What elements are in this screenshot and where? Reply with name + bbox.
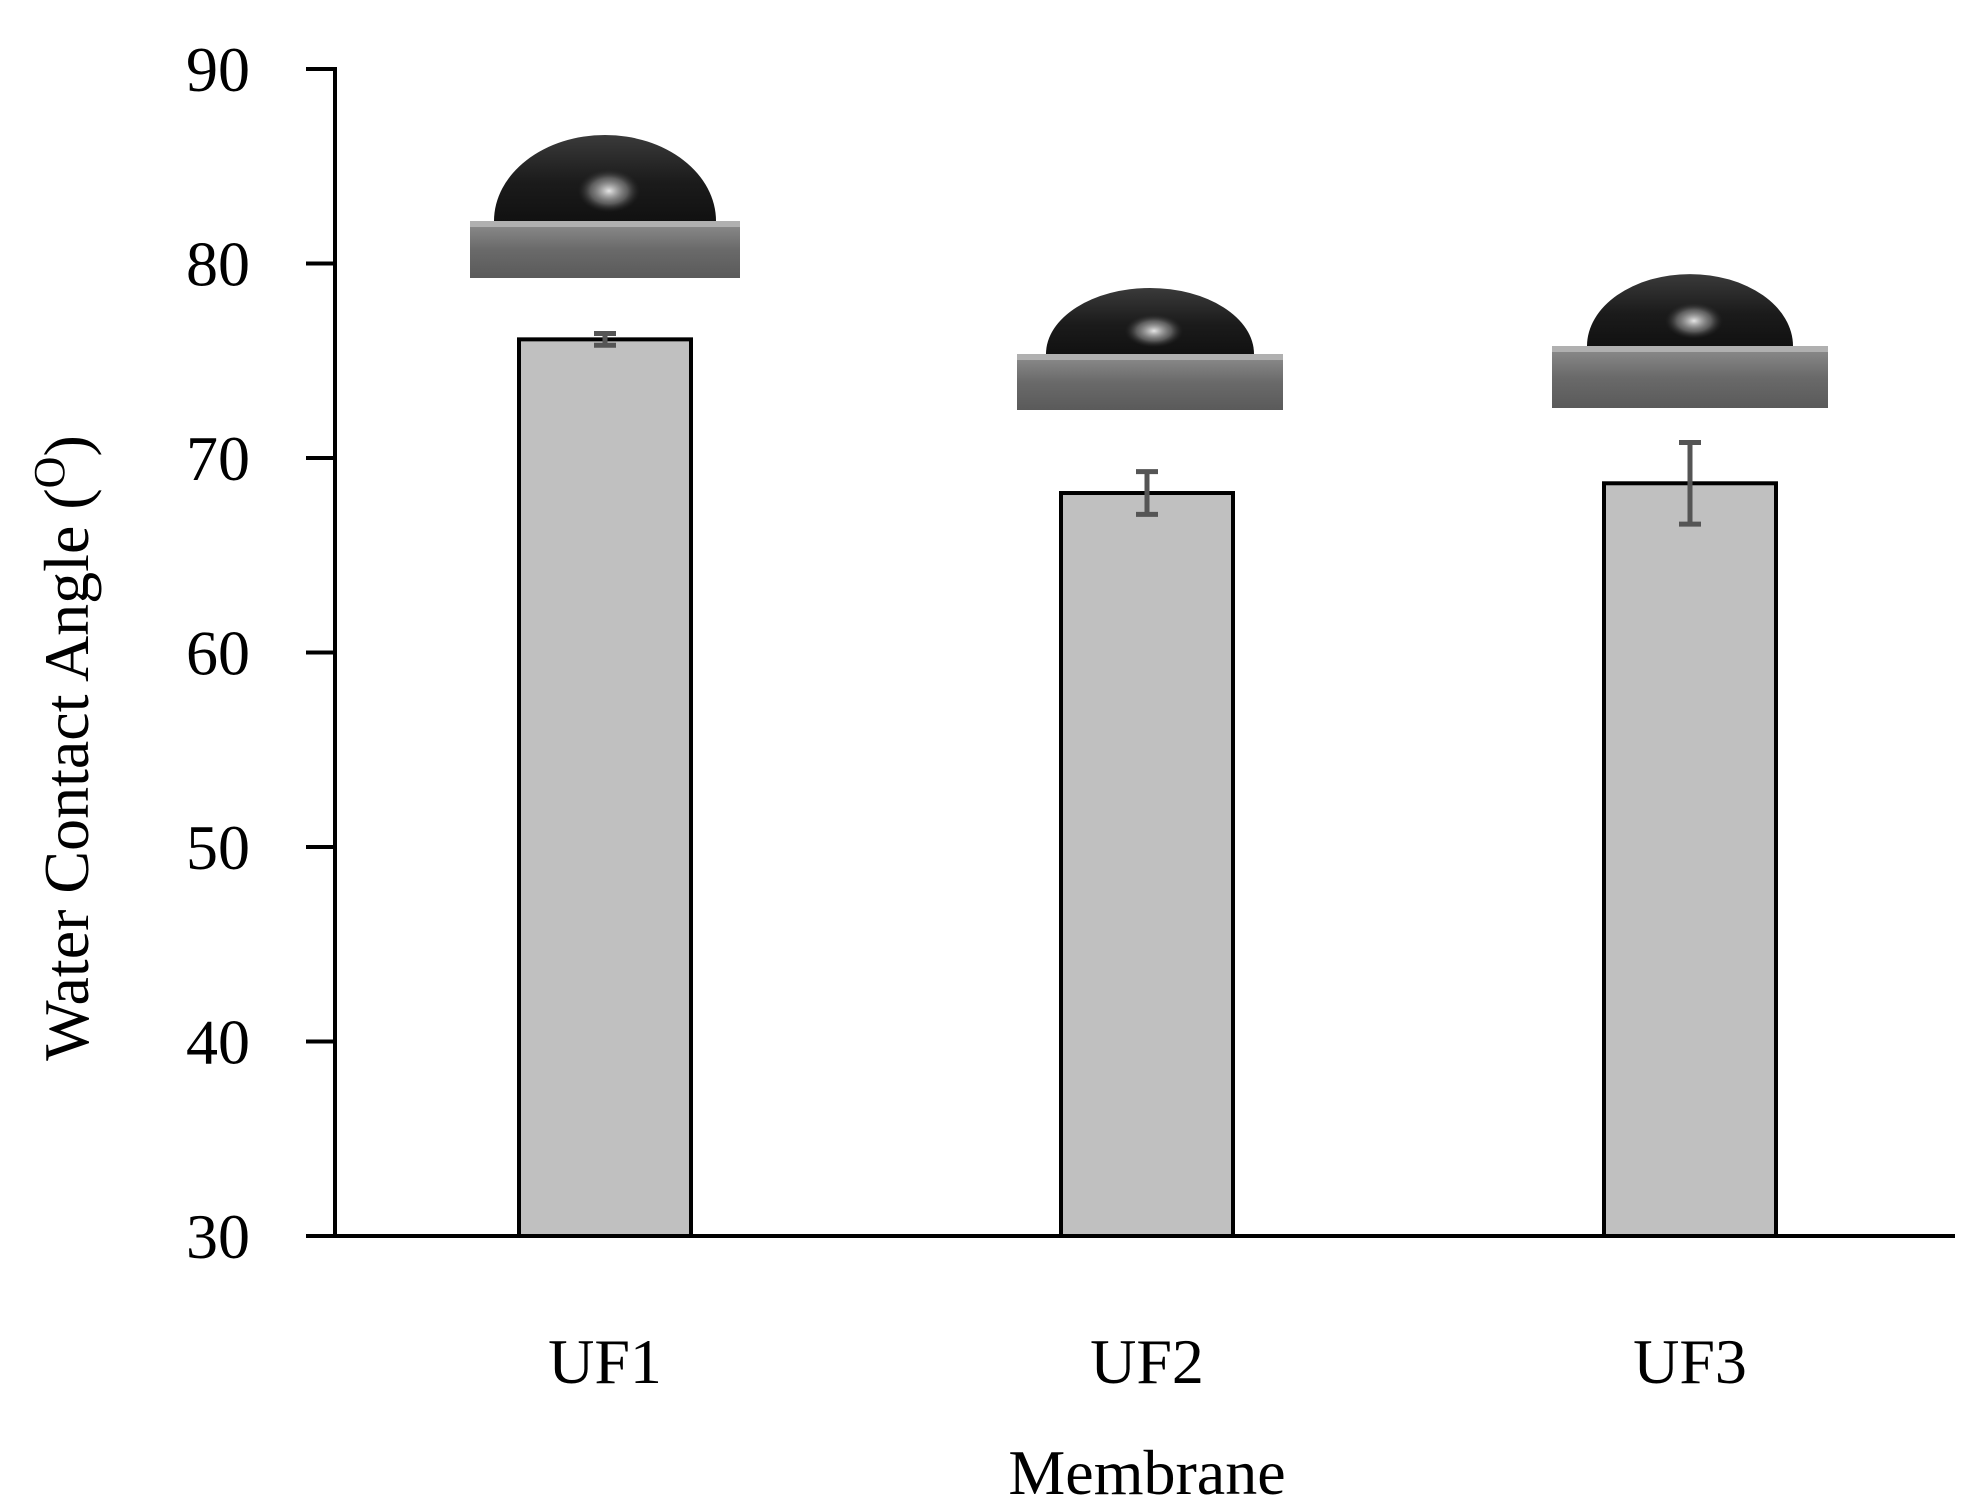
error-bar-uf1 (594, 331, 616, 348)
y-tick-label: 80 (186, 229, 250, 300)
x-axis-title: Membrane (1008, 1437, 1285, 1508)
droplet-inset-uf2 (1017, 288, 1283, 410)
substrate-surface (1017, 354, 1283, 410)
y-axis-title-close: ) (31, 435, 102, 456)
x-category-labels: UF1 UF2 UF3 (548, 1326, 1747, 1397)
droplet-inset-uf1 (470, 135, 740, 278)
y-tick-label: 30 (186, 1201, 250, 1272)
y-axis-title-text: Water Contact Angle ( (31, 488, 102, 1060)
droplet-insets (470, 135, 1828, 410)
bar-uf1 (517, 337, 693, 1239)
y-tick-label: 50 (186, 812, 250, 883)
droplet-reflection (1124, 314, 1184, 348)
x-tick-label-uf2: UF2 (1090, 1326, 1204, 1397)
substrate-surface (1552, 346, 1828, 408)
y-tick-label: 60 (186, 618, 250, 689)
bars-group (517, 337, 1778, 1239)
bar-uf2 (1059, 491, 1235, 1238)
y-tick-label: 40 (186, 1007, 250, 1078)
x-tick-label-uf3: UF3 (1633, 1326, 1747, 1397)
substrate-highlight (470, 221, 740, 227)
error-bars-group (594, 331, 1701, 527)
axes-group (306, 67, 1955, 1238)
y-tick-label: 70 (186, 423, 250, 494)
droplet-reflection (1665, 302, 1723, 339)
y-tick-label: 90 (186, 34, 250, 105)
y-tick-labels: 30 40 50 60 70 80 90 (186, 34, 250, 1272)
y-axis-title: Water Contact Angle (O) (25, 435, 102, 1061)
droplet-inset-uf3 (1552, 274, 1828, 408)
x-tick-label-uf1: UF1 (548, 1326, 662, 1397)
error-bar-uf2 (1136, 469, 1158, 517)
substrate-highlight (1017, 354, 1283, 360)
bar-uf3 (1602, 481, 1778, 1239)
y-axis-title-sup: O (25, 457, 74, 489)
error-bar-uf3 (1679, 439, 1701, 527)
substrate-surface (470, 221, 740, 278)
droplet-reflection (577, 169, 641, 213)
substrate-highlight (1552, 346, 1828, 352)
